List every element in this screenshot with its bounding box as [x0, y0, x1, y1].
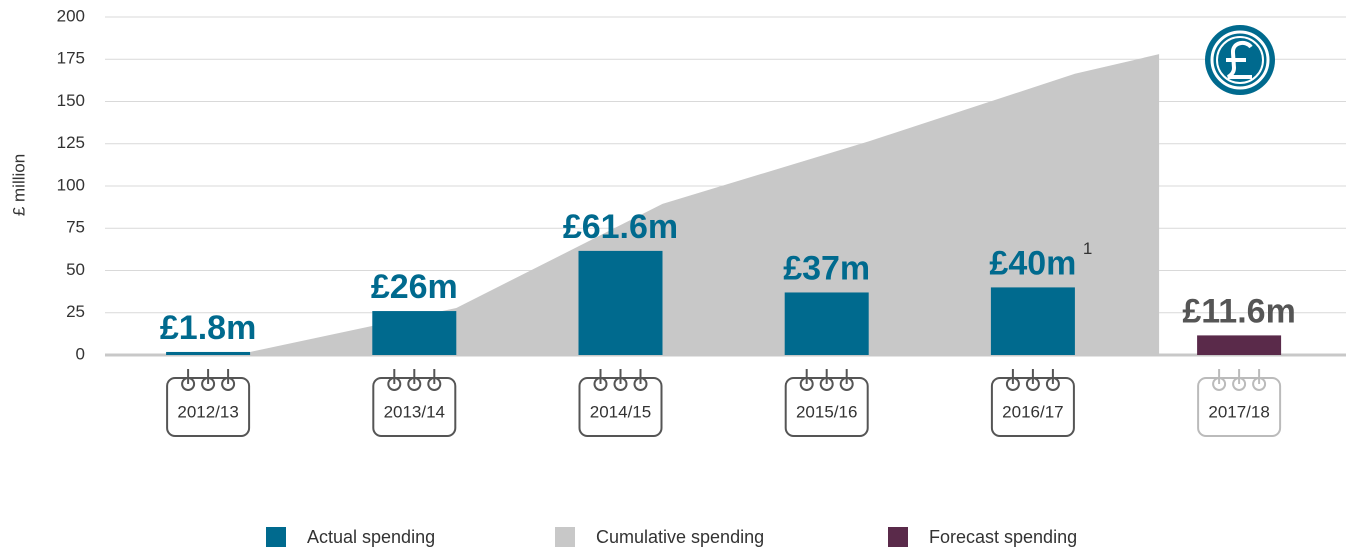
x-tick-label: 2016/17 — [1002, 402, 1063, 421]
legend-swatch — [266, 527, 286, 547]
bar — [578, 250, 663, 355]
legend-label: Actual spending — [307, 527, 435, 547]
legend-label: Cumulative spending — [596, 527, 764, 547]
pound-icon-inner — [1210, 30, 1270, 90]
y-axis-label: £ million — [9, 154, 28, 216]
y-tick-label: 175 — [57, 49, 85, 68]
bar — [990, 287, 1075, 355]
value-label: £37m — [783, 249, 870, 287]
x-tick-label: 2017/18 — [1208, 402, 1269, 421]
bar — [166, 351, 251, 355]
y-tick-label: 25 — [66, 302, 85, 321]
legend-swatch — [888, 527, 908, 547]
x-tick-label: 2012/13 — [177, 402, 238, 421]
value-label: £61.6m — [563, 208, 678, 246]
x-tick-label: 2015/16 — [796, 402, 857, 421]
bar — [1197, 335, 1282, 355]
value-label: £40m — [989, 244, 1076, 282]
y-tick-label: 50 — [66, 260, 85, 279]
value-label: £1.8m — [160, 309, 256, 347]
y-tick-label: 75 — [66, 218, 85, 237]
y-tick-label: 0 — [76, 344, 85, 363]
y-tick-label: 100 — [57, 175, 85, 194]
x-tick-label: 2014/15 — [590, 402, 651, 421]
y-tick-label: 125 — [57, 133, 85, 152]
pound-icon-symbol — [1226, 40, 1253, 79]
pound-icon — [1205, 25, 1275, 95]
x-tick-label: 2013/14 — [384, 402, 445, 421]
footnote-mark: 1 — [1083, 239, 1092, 258]
bar — [784, 292, 869, 355]
legend-label: Forecast spending — [929, 527, 1077, 547]
cumulative-area — [250, 54, 1160, 356]
y-tick-label: 150 — [57, 91, 85, 110]
legend-swatch — [555, 527, 575, 547]
value-label: £11.6m — [1182, 292, 1295, 330]
bar — [372, 311, 457, 355]
value-label: £26m — [371, 268, 458, 306]
y-tick-label: 200 — [57, 6, 85, 25]
